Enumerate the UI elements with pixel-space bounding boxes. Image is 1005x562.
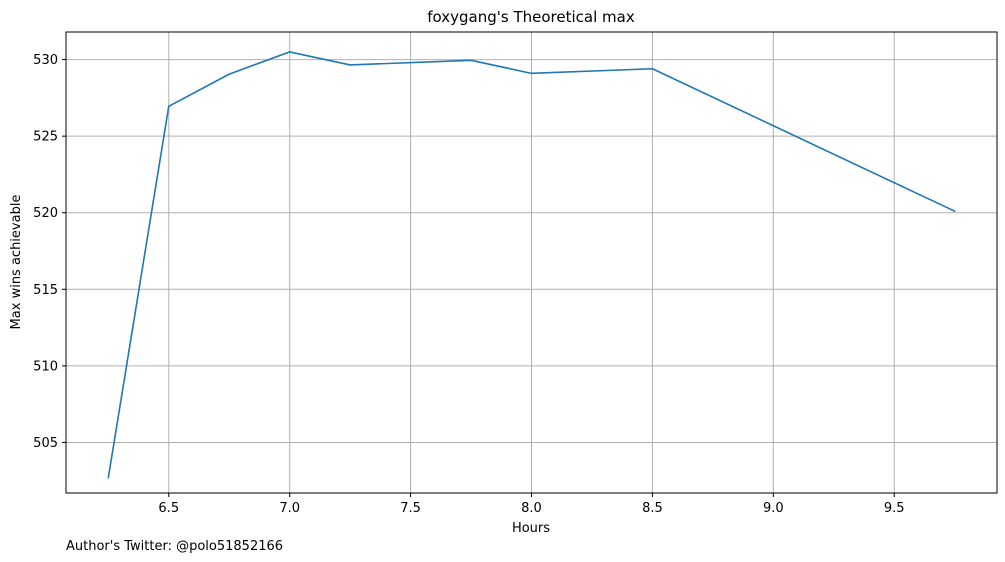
x-tick-label: 9.0 <box>763 501 784 516</box>
y-tick-label: 510 <box>33 359 58 374</box>
grid-lines <box>66 32 997 493</box>
data-point <box>470 59 472 62</box>
chart-title: foxygang's Theoretical max <box>427 8 635 26</box>
data-point <box>228 73 231 75</box>
x-tick-label: 8.0 <box>521 501 542 516</box>
data-point <box>288 51 291 53</box>
x-tick-label: 6.5 <box>158 501 179 516</box>
data-point <box>651 67 654 70</box>
data-point <box>107 476 110 479</box>
x-axis-label: Hours <box>512 521 550 536</box>
data-point <box>530 72 533 75</box>
x-tick-label: 7.5 <box>400 501 421 516</box>
y-axis-ticks: 505 510 515 520 525 530 <box>33 53 66 451</box>
x-tick-label: 7.0 <box>279 501 300 516</box>
x-tick-label: 8.5 <box>642 501 663 516</box>
author-twitter-note: Author's Twitter: @polo51852166 <box>66 539 283 554</box>
x-tick-label: 9.5 <box>884 501 905 516</box>
x-axis-ticks: 6.5 7.0 7.5 8.0 8.5 9.0 9.5 <box>158 493 905 516</box>
y-tick-label: 530 <box>33 53 58 68</box>
y-tick-label: 515 <box>33 283 58 298</box>
y-tick-label: 525 <box>33 130 58 145</box>
data-point <box>167 105 170 108</box>
series-layer <box>107 51 956 479</box>
data-point <box>953 210 956 212</box>
y-tick-label: 505 <box>33 436 58 451</box>
y-tick-label: 520 <box>33 206 58 221</box>
data-point <box>349 64 351 66</box>
y-axis-label: Max wins achievable <box>9 195 24 330</box>
